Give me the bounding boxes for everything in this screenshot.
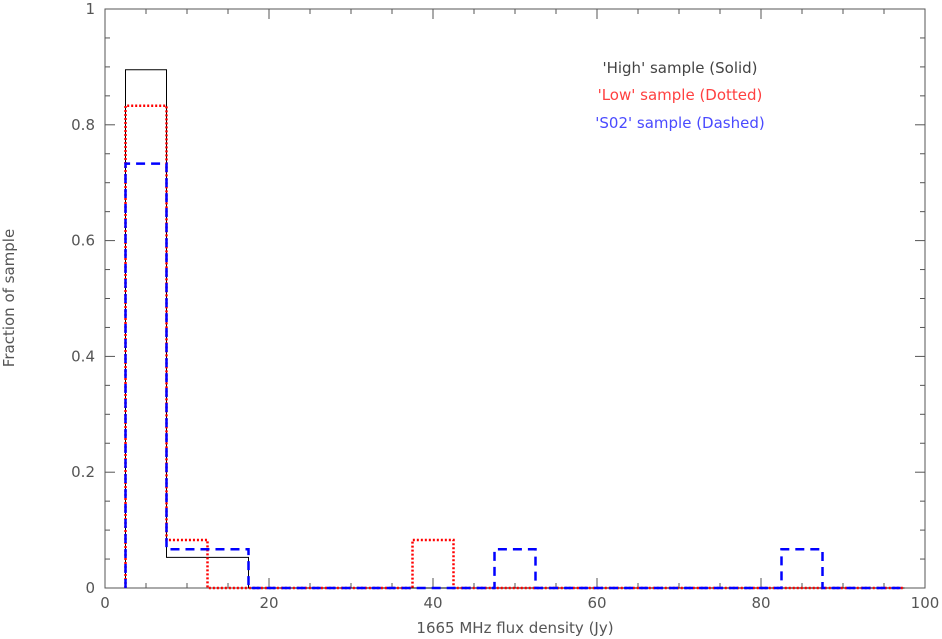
y-tick-label: 0.6 xyxy=(71,232,95,250)
axis-ticks xyxy=(104,8,926,589)
legend-entry-s02: 'S02' sample (Dashed) xyxy=(595,114,764,132)
y-tick-label: 0.2 xyxy=(71,463,95,481)
x-tick-label: 80 xyxy=(751,594,770,612)
series-layer xyxy=(124,69,905,590)
series-step-line-dashed xyxy=(124,162,905,590)
x-axis-label: 1665 MHz flux density (Jy) xyxy=(416,619,613,637)
series-step-line-dotted xyxy=(124,104,905,590)
y-axis-label: Fraction of sample xyxy=(0,229,18,367)
y-tick-label: 0.4 xyxy=(71,347,95,365)
legend-entry-low: 'Low' sample (Dotted) xyxy=(598,86,763,104)
x-tick-label: 60 xyxy=(587,594,606,612)
plot-frame xyxy=(104,8,926,589)
x-tick-label: 0 xyxy=(100,594,110,612)
y-tick-label: 0.8 xyxy=(71,116,95,134)
x-tick-label: 20 xyxy=(259,594,278,612)
y-tick-label: 1 xyxy=(85,0,95,18)
y-tick-label: 0 xyxy=(85,579,95,597)
x-tick-label: 40 xyxy=(423,594,442,612)
x-tick-label: 100 xyxy=(911,594,940,612)
legend-entry-high: 'High' sample (Solid) xyxy=(602,59,757,77)
axis-tick-labels: 0 20 40 60 80 100 0 0.2 0.4 0.6 0.8 1 xyxy=(71,0,939,612)
legend: 'High' sample (Solid) 'Low' sample (Dott… xyxy=(595,59,764,132)
series-step-line-solid xyxy=(125,69,905,589)
